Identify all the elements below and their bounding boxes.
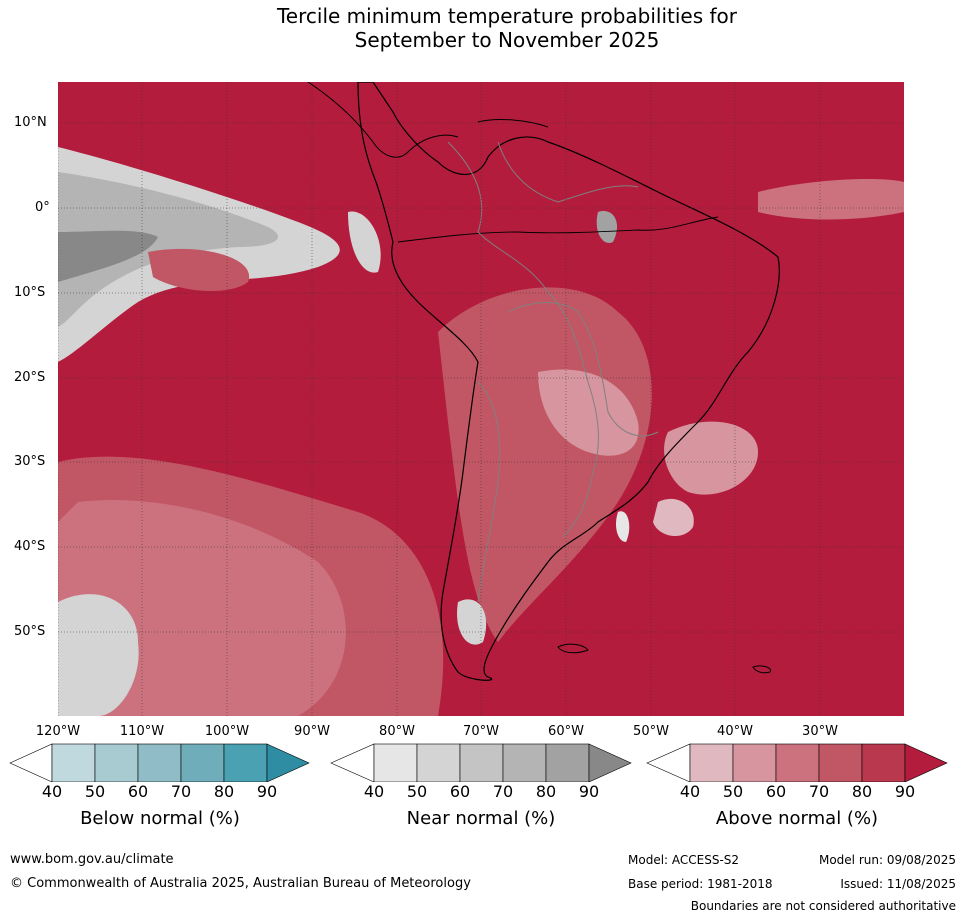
title-line-1: Tercile minimum temperature probabilitie… — [276, 4, 738, 28]
near-normal-patch-patagonia — [457, 599, 487, 645]
amazon-river — [397, 216, 719, 243]
colorbar-near-label: Near normal (%) — [406, 808, 556, 829]
colorbar-near-min — [330, 743, 375, 782]
colorbar-above — [646, 743, 948, 782]
border-andes — [477, 381, 501, 603]
falkland-islands — [557, 643, 589, 654]
colorbar-below-tick-60: 60 — [127, 782, 149, 801]
title-line-2: September to November 2025 — [354, 28, 660, 52]
colorbar-above-70 — [818, 743, 863, 782]
near-normal-zone-southwest — [58, 594, 139, 716]
colorbar-below-60 — [137, 743, 182, 782]
lon-label-100w: 100°W — [204, 724, 250, 739]
lat-label-50s: 50°S — [14, 624, 46, 639]
colorbar-below-label: Below normal (%) — [80, 808, 240, 829]
above-normal-zone-chaco — [538, 369, 639, 456]
lat-label-20s: 20°S — [14, 370, 46, 385]
near-normal-patch-ecuador — [348, 211, 381, 273]
lon-label-30w: 30°W — [802, 724, 838, 739]
colorbar-above-tick-40: 40 — [679, 782, 701, 801]
footer-disclaimer: Boundaries are not considered authoritat… — [690, 899, 956, 913]
colorbar-above-50 — [732, 743, 777, 782]
colorbar-below-tick-70: 70 — [170, 782, 192, 801]
colorbar-above-40 — [689, 743, 734, 782]
colorbar-near-80 — [545, 743, 590, 782]
lon-label-90w: 90°W — [294, 724, 330, 739]
colorbar-below-90 — [266, 743, 310, 782]
lon-label-80w: 80°W — [379, 724, 415, 739]
border-west — [447, 141, 599, 538]
colorbar-near-70 — [502, 743, 547, 782]
above-normal-zone-equatorial-atlantic — [758, 179, 904, 220]
colorbar-near-40 — [373, 743, 418, 782]
colorbar-below — [9, 743, 310, 782]
border-central — [507, 302, 659, 437]
colorbar-below-tick-40: 40 — [41, 782, 63, 801]
colorbar-near-tick-40: 40 — [363, 782, 385, 801]
map-title: Tercile minimum temperature probabilitie… — [0, 4, 965, 52]
colorbar-below-40 — [51, 743, 96, 782]
coastline — [357, 82, 780, 681]
colorbar-near-90 — [588, 743, 632, 782]
lat-label-10s: 10°S — [14, 285, 46, 300]
border-north — [497, 141, 639, 203]
caribbean-coastline — [477, 119, 549, 128]
lat-label-40s: 40°S — [14, 539, 46, 554]
colorbar-above-tick-60: 60 — [765, 782, 787, 801]
above-normal-zone-atlantic — [664, 421, 758, 495]
footer-url[interactable]: www.bom.gov.au/climate — [10, 852, 174, 867]
colorbar-above-60 — [775, 743, 820, 782]
lon-label-50w: 50°W — [633, 724, 669, 739]
lon-label-70w: 70°W — [463, 724, 499, 739]
colorbar-above-label: Above normal (%) — [715, 808, 879, 829]
lat-label-0: 0° — [35, 200, 50, 215]
lon-label-110w: 110°W — [119, 724, 165, 739]
footer-base-period: Base period: 1981-2018 — [628, 877, 773, 891]
colorbar-above-80 — [861, 743, 906, 782]
colorbar-below-tick-80: 80 — [213, 782, 235, 801]
central-america-coastline — [307, 82, 459, 158]
colorbar-below-70 — [180, 743, 225, 782]
south-georgia — [752, 665, 772, 674]
colorbar-near-tick-90: 90 — [578, 782, 600, 801]
colorbar-near-tick-70: 70 — [492, 782, 514, 801]
colorbar-below-min — [9, 743, 53, 782]
colorbar-near — [330, 743, 632, 782]
footer-model-run: Model run: 09/08/2025 — [818, 853, 956, 867]
footer-copyright: © Commonwealth of Australia 2025, Austra… — [10, 876, 471, 891]
colorbars — [9, 743, 948, 782]
lon-label-40w: 40°W — [717, 724, 753, 739]
lon-label-60w: 60°W — [548, 724, 584, 739]
colorbar-above-tick-50: 50 — [722, 782, 744, 801]
colorbar-above-90 — [904, 743, 948, 782]
near-normal-zone-east-pacific-core — [58, 230, 158, 282]
above-normal-zone-interior — [438, 287, 652, 642]
lon-label-120w: 120°W — [35, 724, 81, 739]
colorbar-above-tick-70: 70 — [808, 782, 830, 801]
colorbar-below-tick-50: 50 — [84, 782, 106, 801]
colorbar-above-tick-80: 80 — [851, 782, 873, 801]
footer-issued: Issued: 11/08/2025 — [840, 877, 956, 891]
above-normal-zone-atlantic-light — [653, 498, 694, 537]
colorbar-near-50 — [416, 743, 461, 782]
near-normal-patch-atlantic — [615, 511, 630, 542]
probability-map — [58, 82, 904, 716]
lat-label-10n: 10°N — [14, 115, 47, 130]
map-canvas — [58, 82, 904, 716]
colorbar-below-tick-90: 90 — [256, 782, 278, 801]
colorbar-above-tick-90: 90 — [894, 782, 916, 801]
footer-model: Model: ACCESS-S2 — [628, 853, 740, 867]
near-normal-patch-guiana — [596, 211, 618, 243]
colorbar-near-tick-60: 60 — [449, 782, 471, 801]
colorbar-below-50 — [94, 743, 139, 782]
colorbar-near-60 — [459, 743, 504, 782]
colorbar-near-tick-80: 80 — [535, 782, 557, 801]
above-normal-patch-pacific — [148, 248, 250, 292]
colorbar-above-min — [646, 743, 691, 782]
colorbar-near-tick-50: 50 — [406, 782, 428, 801]
lat-label-30s: 30°S — [14, 454, 46, 469]
colorbar-below-80 — [223, 743, 268, 782]
graticule — [58, 82, 904, 716]
